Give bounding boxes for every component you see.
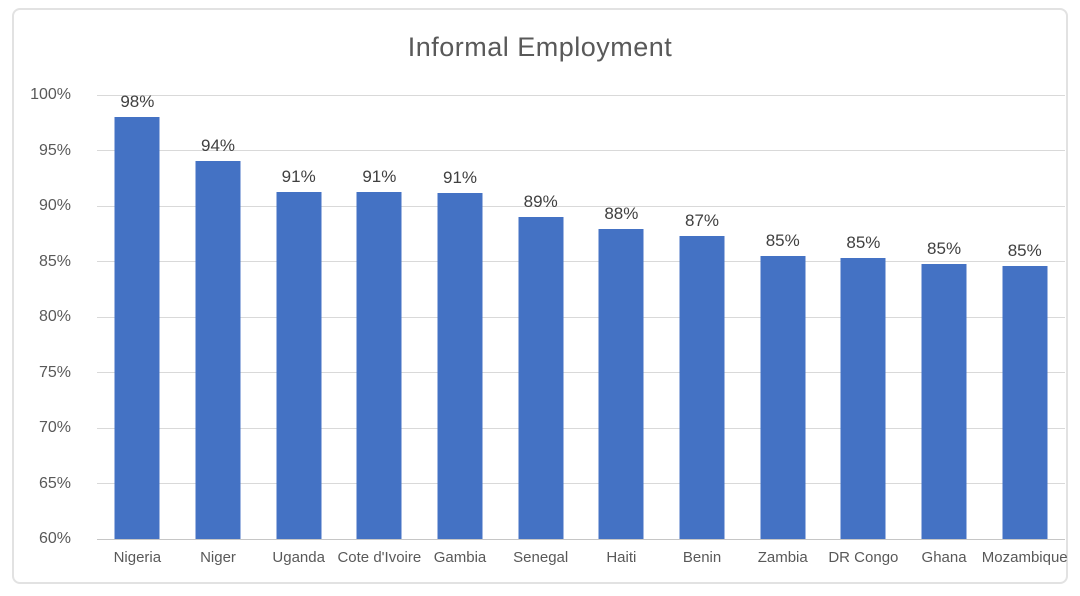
bar-value-label: 85% <box>846 233 881 253</box>
bar-value-label: 85% <box>765 230 800 250</box>
bar <box>760 255 806 539</box>
bar-column: 85% DR Congo <box>823 95 904 566</box>
x-tick-label: Senegal <box>513 549 569 566</box>
gridline <box>97 316 1065 318</box>
bar <box>679 235 725 539</box>
y-tick-label: 85% <box>38 252 71 270</box>
bar-column: 85% Mozambique <box>982 95 1068 566</box>
bar <box>921 263 967 539</box>
x-tick-label: Nigeria <box>113 549 162 566</box>
bar-column: 85% Ghana <box>904 95 985 566</box>
x-tick-label: Ghana <box>921 549 967 566</box>
bar-column: 91% Uganda <box>258 95 339 566</box>
gridline <box>97 205 1065 207</box>
bar <box>195 160 241 539</box>
bar-value-label: 94% <box>200 135 236 155</box>
bar-column: 91% Cote d'Ivoire <box>337 95 421 566</box>
bar <box>1002 265 1048 539</box>
gridline <box>97 150 1065 151</box>
bar-column: 89% Senegal <box>500 95 581 566</box>
bar-column: 98% Nigeria <box>97 92 178 566</box>
x-tick-label: DR Congo <box>828 549 899 566</box>
x-tick-label: Zambia <box>757 549 808 566</box>
gridline <box>97 94 1065 96</box>
x-tick-label: Haiti <box>606 549 637 566</box>
bar <box>356 191 402 539</box>
bar-column: 94% Niger <box>178 95 259 566</box>
bar <box>598 229 644 539</box>
bar <box>437 192 483 539</box>
plot-area: 100% 95% 90% 85% 80% 75% 70% 65% 60% 98% Nigeria 9… <box>30 86 1068 566</box>
x-tick-label: Mozambique <box>981 549 1068 566</box>
bar-value-label: 98% <box>120 92 155 112</box>
bar <box>840 258 886 539</box>
bar-column: 88% Haiti <box>581 95 662 566</box>
x-tick-label: Gambia <box>433 549 487 566</box>
bar <box>518 217 564 539</box>
x-tick-label: Niger <box>200 549 236 566</box>
bar <box>276 191 322 539</box>
y-tick-label: 95% <box>38 141 71 159</box>
x-tick-label: Benin <box>682 549 722 566</box>
gridline <box>97 372 1065 373</box>
bar-value-label: 91% <box>281 166 316 186</box>
chart-title: Informal Employment <box>407 32 673 62</box>
chart-frame: Informal Employment 100% 95% 90% 85% 80% 75% 7… <box>12 8 1068 584</box>
y-tick-label: 80% <box>38 308 71 325</box>
bar-column: 87% Benin <box>662 95 743 566</box>
bar <box>114 117 160 539</box>
y-tick-label: 70% <box>38 419 71 436</box>
gridline <box>97 483 1065 484</box>
bar-value-label: 85% <box>927 238 962 258</box>
x-tick-label: Cote d'Ivoire <box>337 549 422 566</box>
bar-value-label: 88% <box>604 204 639 224</box>
bar-value-label: 91% <box>443 167 478 187</box>
bars-container: 98% Nigeria 94% Niger 91% Uganda 91% Cote d'Ivo… <box>97 92 1068 566</box>
y-tick-label: 90% <box>38 197 71 214</box>
bar-column: 85% Zambia <box>742 95 823 566</box>
y-tick-label: 60% <box>38 530 71 547</box>
bar-value-label: 91% <box>362 166 397 186</box>
bar-value-label: 85% <box>1007 240 1042 260</box>
gridline <box>97 261 1065 262</box>
bar-value-label: 89% <box>523 192 558 212</box>
y-tick-label: 75% <box>38 363 71 381</box>
y-tick-label: 65% <box>38 474 71 492</box>
gridline <box>97 427 1065 429</box>
bar-value-label: 87% <box>685 210 720 230</box>
y-tick-label: 100% <box>30 86 71 103</box>
x-tick-label: Uganda <box>272 549 325 566</box>
bar-column: 91% Gambia <box>420 95 501 566</box>
